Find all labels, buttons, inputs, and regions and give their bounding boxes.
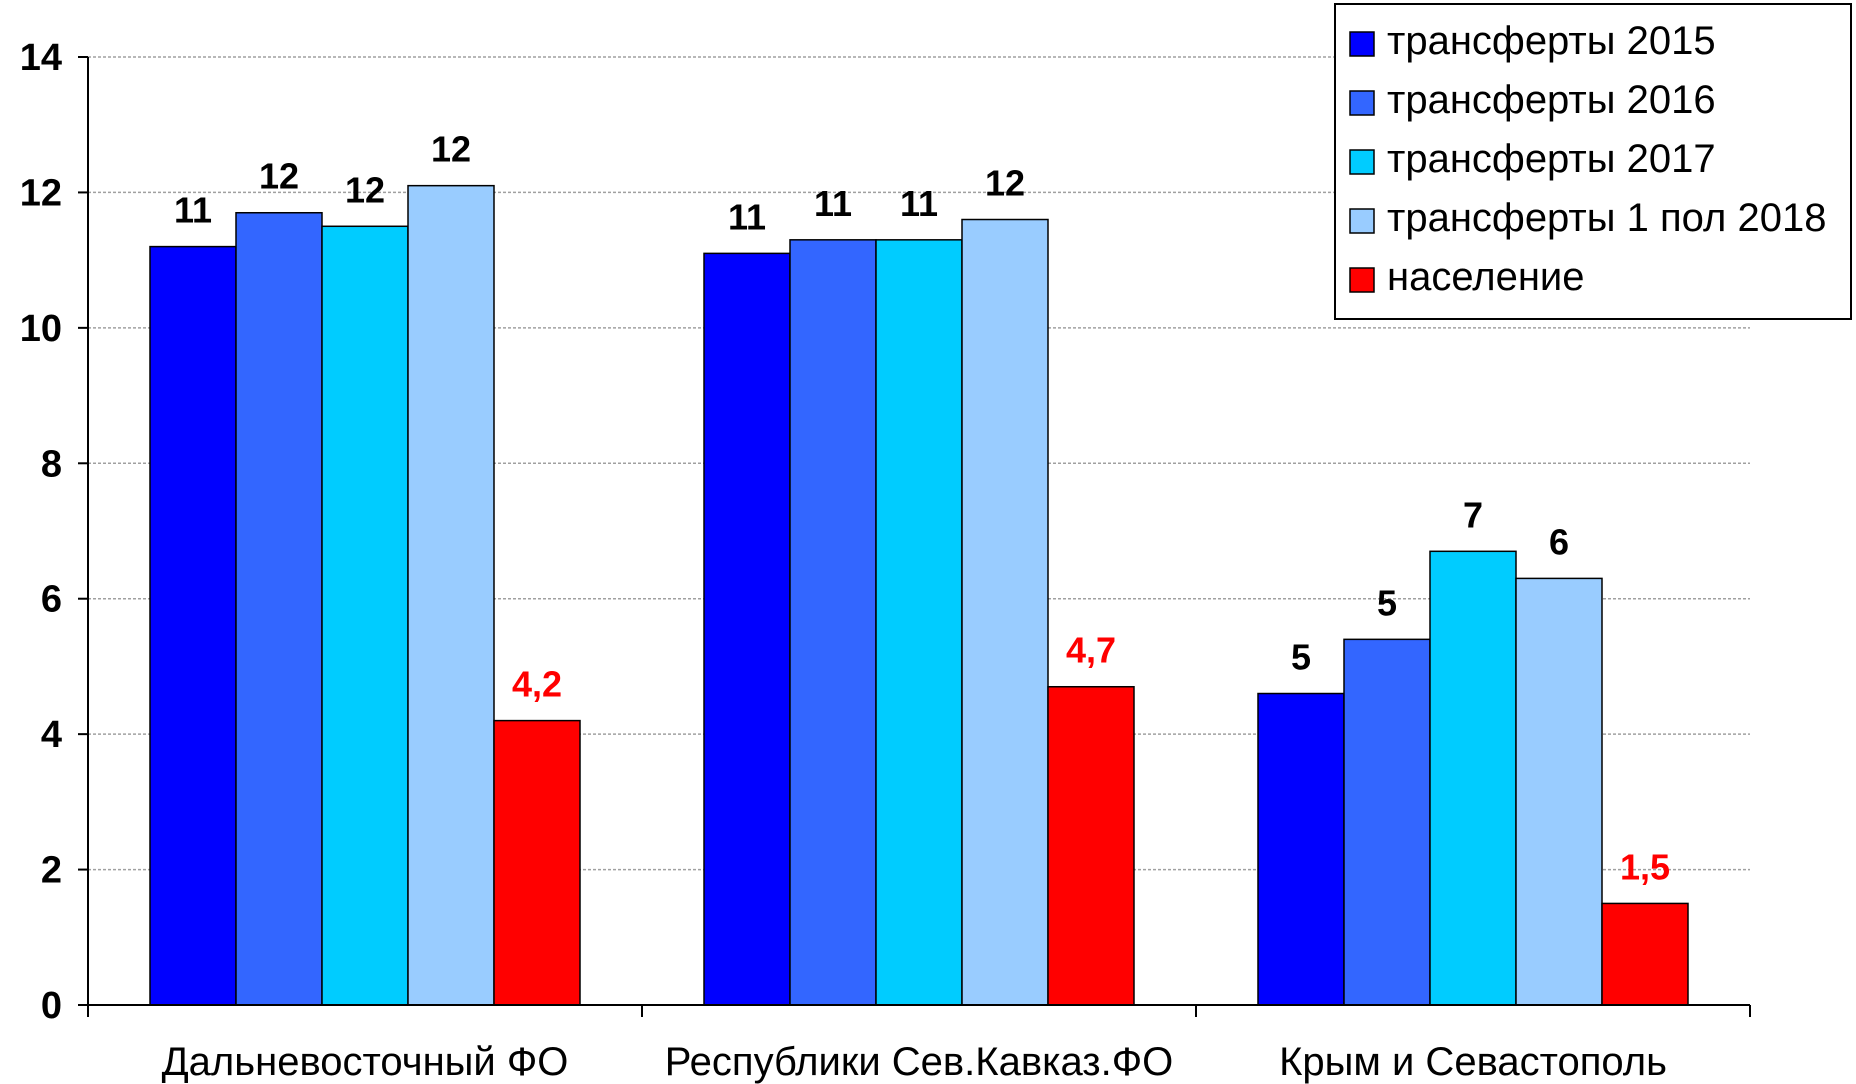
data-label: 7 (1463, 494, 1483, 535)
data-label: 12 (985, 163, 1025, 204)
bar (789, 239, 877, 1006)
bar (407, 184, 495, 1006)
bar (321, 225, 409, 1006)
bar (1047, 685, 1135, 1006)
bar (493, 719, 581, 1006)
legend-swatch (1349, 90, 1375, 116)
bar (703, 252, 791, 1006)
data-label: 4,2 (512, 664, 562, 705)
bar (875, 239, 963, 1006)
x-category-label: Республики Сев.Кавказ.ФО (665, 1040, 1173, 1084)
bars (149, 184, 1689, 1006)
legend: трансферты 2015 трансферты 2016 трансферты… (1334, 3, 1852, 320)
legend-label: трансферты 2015 (1387, 19, 1716, 63)
legend-swatch (1349, 267, 1375, 293)
y-tick-label: 12 (20, 172, 62, 214)
bar (1257, 692, 1345, 1006)
data-label: 6 (1549, 521, 1569, 562)
legend-label: трансферты 1 пол 2018 (1387, 196, 1826, 240)
legend-label: трансферты 2017 (1387, 137, 1716, 181)
legend-swatch (1349, 31, 1375, 57)
data-label: 11 (900, 183, 938, 224)
bar (149, 245, 237, 1006)
bar (1601, 902, 1689, 1006)
data-label: 1,5 (1620, 846, 1670, 887)
legend-swatch (1349, 149, 1375, 175)
data-label: 12 (345, 169, 385, 210)
y-tick-label: 0 (41, 985, 62, 1027)
data-label: 5 (1377, 582, 1397, 623)
legend-box (1334, 3, 1852, 320)
bar (961, 218, 1049, 1006)
data-label: 11 (814, 183, 852, 224)
data-label: 5 (1291, 637, 1311, 678)
y-tick-label: 8 (41, 443, 62, 485)
bar (235, 211, 323, 1006)
y-tick-label: 2 (41, 850, 62, 892)
legend-swatch (1349, 208, 1375, 234)
x-category-label: Крым и Севастополь (1279, 1040, 1667, 1084)
y-tick-label: 4 (41, 714, 62, 756)
data-label: 11 (174, 190, 212, 231)
data-label: 12 (259, 156, 299, 197)
axes: 0 2 4 6 8 10 12 14 Дальневосточный ФО Республики … (20, 37, 1751, 1084)
bar (1429, 550, 1517, 1006)
bar (1343, 638, 1431, 1006)
y-tick-label: 6 (41, 579, 62, 621)
data-label: 4,7 (1066, 630, 1116, 671)
legend-label: население (1387, 255, 1585, 299)
data-label: 11 (728, 196, 766, 237)
x-category-label: Дальневосточный ФО (162, 1040, 569, 1084)
legend-label: трансферты 2016 (1387, 78, 1716, 122)
data-labels: 11 12 12 12 4,2 11 11 11 12 4,7 5 5 7 6 1,5 (174, 129, 1670, 888)
data-label: 12 (431, 129, 471, 170)
bar (1515, 577, 1603, 1006)
y-tick-label: 10 (20, 308, 62, 350)
y-tick-label: 14 (20, 37, 62, 79)
